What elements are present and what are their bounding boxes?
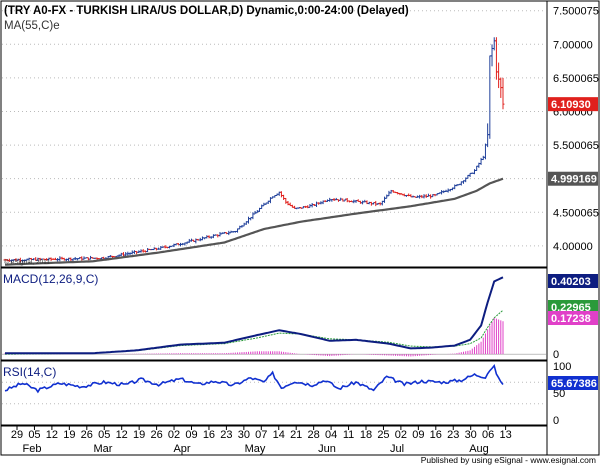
macd-title: MACD(12,26,9,C) [3, 272, 98, 286]
x-tick-label: 21 [290, 429, 302, 441]
moving-average-group [4, 177, 504, 266]
price-tick-label: 4.00000 [553, 241, 593, 253]
price-bar [501, 77, 505, 110]
month-label: Apr [173, 443, 190, 455]
macd-line [5, 276, 504, 355]
footer-text: Published by using eSignal - www.esignal… [421, 455, 596, 465]
month-label: Jun [318, 443, 336, 455]
svg-text:4.999169: 4.999169 [551, 174, 597, 186]
x-tick-label: 11 [343, 429, 354, 441]
x-tick-label: 12 [116, 429, 128, 441]
x-tick-label: 19 [63, 429, 75, 441]
x-tick-label: 06 [482, 429, 494, 441]
x-tick-label: 18 [360, 429, 372, 441]
x-tick-label: 29 [11, 429, 23, 441]
x-tick-label: 28 [308, 429, 320, 441]
x-tick-label: 16 [430, 429, 442, 441]
x-tick-label: 30 [465, 429, 477, 441]
rsi-tick-label: 100 [553, 361, 571, 373]
rsi-group [4, 363, 504, 394]
x-tick-label: 05 [28, 429, 40, 441]
ma-line [4, 177, 504, 266]
histogram-value-badge: 0.17238 [548, 311, 598, 325]
month-label: Aug [469, 443, 489, 455]
month-label: Feb [23, 443, 42, 455]
x-tick-label: 23 [447, 429, 459, 441]
price-tick-label: 5.500065 [553, 140, 599, 152]
x-tick-label: 26 [150, 429, 162, 441]
price-pane [0, 0, 548, 268]
x-tick-label: 02 [168, 429, 180, 441]
rsi-tick-label: 50 [553, 388, 565, 400]
last-price-badge: 6.10930 [548, 97, 598, 112]
macd-tick-label: 0 [553, 349, 559, 361]
signal-line [4, 309, 504, 355]
ma-label: MA(55,C)e [4, 20, 60, 32]
price-tick-label: 4.500065 [553, 207, 599, 219]
x-tick-label: 30 [238, 429, 250, 441]
svg-text:65.67386: 65.67386 [551, 378, 597, 390]
time-axis [0, 425, 548, 456]
macd-value-badge: 0.40203 [548, 274, 598, 288]
macd-group [2, 276, 546, 357]
x-tick-label: 12 [46, 429, 58, 441]
month-label: Mar [94, 443, 113, 455]
svg-text:0.17238: 0.17238 [551, 313, 591, 325]
x-tick-label: 05 [98, 429, 110, 441]
copyright-text: © eSignal, 2011 [4, 258, 50, 266]
price-tick-label: 7.00000 [553, 39, 593, 51]
price-bars [3, 37, 505, 263]
axis-labels: 7.5000757.000006.5000656.000005.5000655.… [11, 6, 599, 455]
x-tick-label: 25 [377, 429, 389, 441]
x-tick-label: 13 [499, 429, 511, 441]
rsi-tick-label: 0 [553, 415, 559, 427]
x-tick-label: 04 [325, 429, 337, 441]
price-tick-label: 6.500065 [553, 73, 599, 85]
svg-text:0.40203: 0.40203 [551, 276, 591, 288]
svg-text:6.10930: 6.10930 [551, 99, 591, 111]
gridlines [2, 10, 546, 405]
x-tick-label: 09 [412, 429, 424, 441]
ma-value-badge: 4.999169 [548, 171, 598, 186]
price-tick-label: 7.500075 [553, 6, 599, 18]
x-tick-label: 23 [220, 429, 232, 441]
x-tick-label: 07 [255, 429, 267, 441]
x-tick-label: 19 [133, 429, 145, 441]
month-label: May [245, 443, 266, 455]
month-label: Jul [390, 443, 404, 455]
x-tick-label: 02 [395, 429, 407, 441]
chart-title: (TRY A0-FX - TURKISH LIRA/US DOLLAR,D) D… [4, 5, 409, 17]
x-tick-label: 09 [185, 429, 197, 441]
rsi-pane [0, 360, 548, 426]
rsi-value-badge: 65.67386 [548, 376, 598, 390]
rsi-line [4, 363, 504, 394]
x-tick-label: 14 [273, 429, 285, 441]
rsi-title: RSI(14,C) [3, 365, 56, 379]
x-tick-label: 16 [203, 429, 215, 441]
x-tick-label: 26 [81, 429, 93, 441]
